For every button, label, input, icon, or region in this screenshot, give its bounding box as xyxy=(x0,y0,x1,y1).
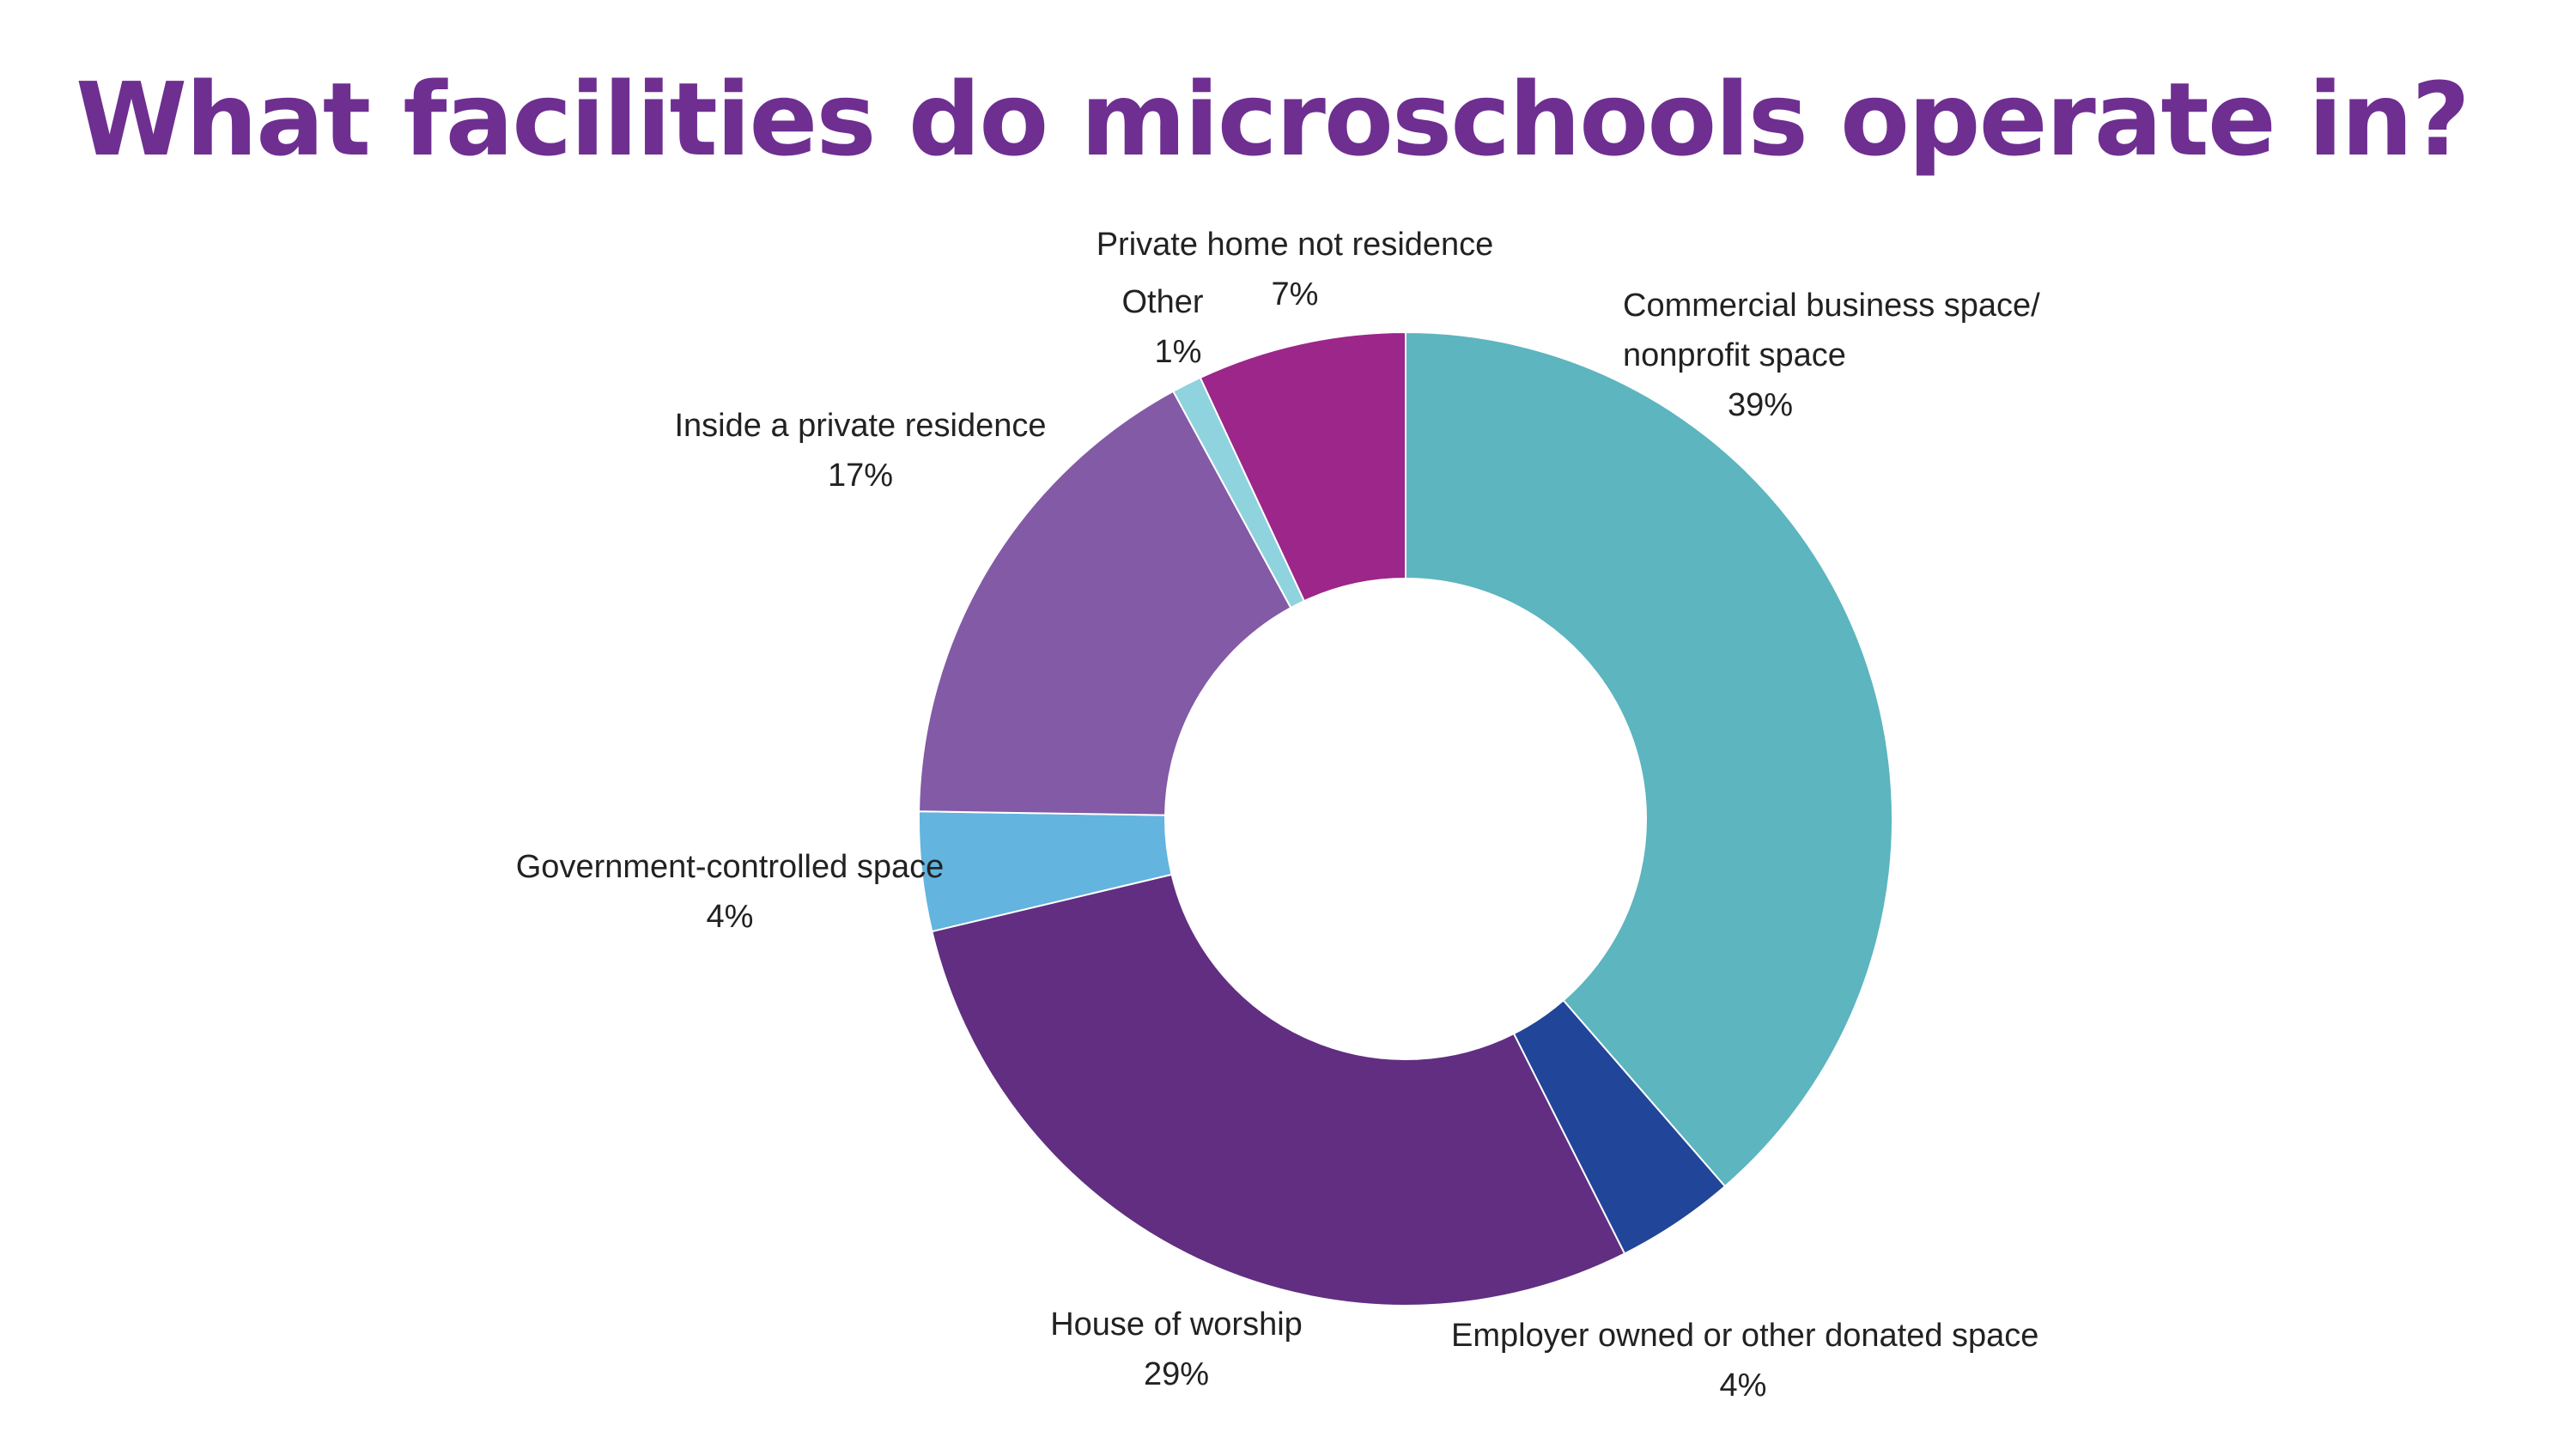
donut-slice-commercial-business-space-nonprofit-space xyxy=(1405,330,1893,1188)
slice-label-group: Inside a private residence 17% xyxy=(674,408,1046,494)
donut-slice-inside-a-private-residence xyxy=(918,390,1292,816)
slice-label-group: Employer owned or other donated space 4% xyxy=(1451,1318,2038,1404)
slice-label: Employer owned or other donated space xyxy=(1451,1318,2038,1354)
slice-label: Other xyxy=(1121,284,1203,320)
slice-label-group: Private home not residence 7% xyxy=(1097,227,1494,312)
page-title: What facilities do microschools operate … xyxy=(76,60,2470,179)
slice-label-group: Government-controlled space 4% xyxy=(516,849,944,935)
slice-label: Government-controlled space xyxy=(516,849,944,885)
slice-label-group: Commercial business space/nonprofit spac… xyxy=(1623,288,2040,423)
slice-value-label: 29% xyxy=(1144,1356,1209,1392)
donut-slice-private-home-not-residence xyxy=(1199,330,1406,603)
donut-slice-house-of-worship xyxy=(931,873,1626,1307)
slice-label-group: House of worship 29% xyxy=(1050,1307,1303,1392)
slice-label: House of worship xyxy=(1050,1307,1303,1343)
slice-label-group: Other 1% xyxy=(1121,284,1203,370)
slice-value-label: 39% xyxy=(1728,387,1793,423)
slice-label: Inside a private residence xyxy=(674,408,1046,444)
slice-value-label: 1% xyxy=(1155,334,1202,370)
slice-label: Private home not residence xyxy=(1097,227,1494,263)
slice-label: nonprofit space xyxy=(1623,337,1846,373)
slice-value-label: 4% xyxy=(1720,1367,1767,1404)
slice-label: Commercial business space/ xyxy=(1623,288,2040,324)
slice-value-label: 4% xyxy=(707,899,754,935)
slice-value-label: 17% xyxy=(828,458,893,494)
slice-value-label: 7% xyxy=(1272,276,1319,312)
